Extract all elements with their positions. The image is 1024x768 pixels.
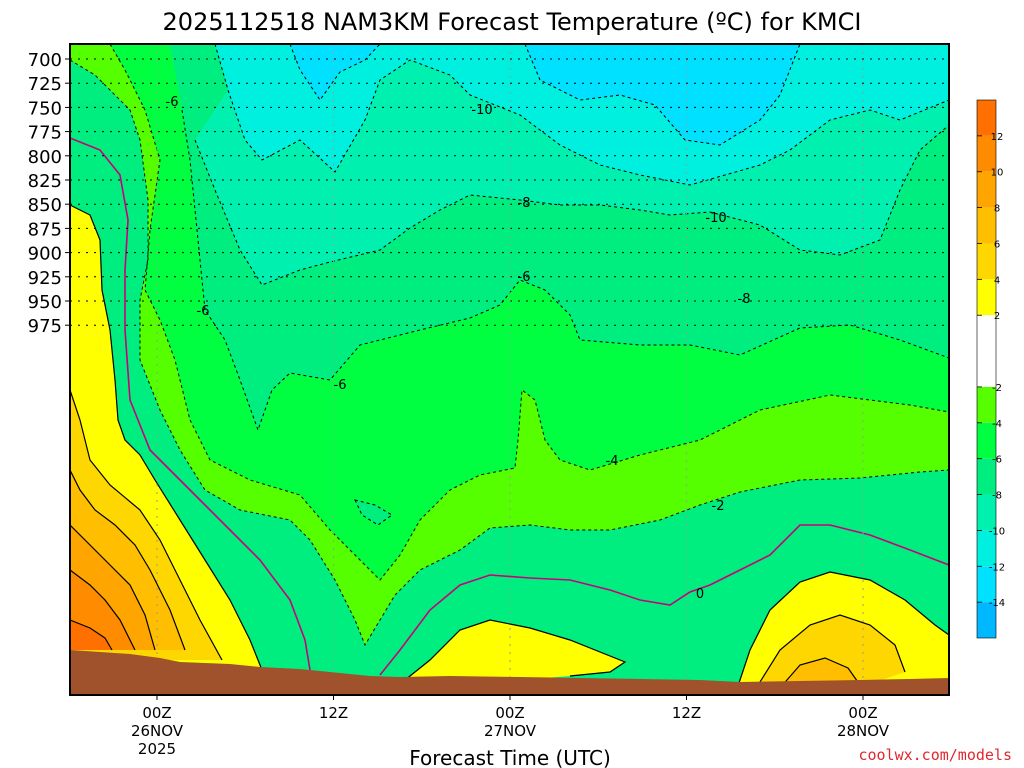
contour-line-positive-2 xyxy=(70,389,223,661)
fill-minus-12-to-minus-14 xyxy=(290,44,800,145)
contour-label: -6 xyxy=(518,270,531,285)
y-tick-label: 875 xyxy=(28,219,62,240)
y-tick-label: 825 xyxy=(28,171,62,192)
colorbar-bin xyxy=(977,315,996,387)
colorbar-tick-label: -14 xyxy=(989,598,1005,609)
colorbar-bin xyxy=(977,207,996,244)
plot-area: -10 -10 -8 -8 -6 -6 -6 -6 -4 -2 0 xyxy=(70,44,949,695)
y-tick-label: 700 xyxy=(28,50,62,71)
x-tick-label: 00Z xyxy=(495,704,524,722)
x-tick-label: 27NOV xyxy=(484,722,537,740)
y-tick-label: 950 xyxy=(28,292,62,313)
colorbar-bin xyxy=(977,530,996,567)
colorbar-bin xyxy=(977,602,996,638)
fill-minus-6-to-minus-8 xyxy=(182,110,949,430)
colorbar-tick-label: 6 xyxy=(994,239,1000,250)
y-tick-label: 800 xyxy=(28,147,62,168)
contour-line-positive-1 xyxy=(70,204,263,671)
y-tick-label: 900 xyxy=(28,244,62,265)
zero-degree-isotherm-1 xyxy=(70,137,311,671)
x-tick-label: 00Z xyxy=(848,704,877,722)
colorbar-tick-label: 4 xyxy=(994,275,1000,286)
contour-label: -4 xyxy=(606,454,619,469)
y-tick-label: 775 xyxy=(28,123,62,144)
y-axis: 700 725 750 775 800 825 850 875 900 925 950 975 xyxy=(28,50,70,337)
contour-line-negative-4 xyxy=(194,124,949,286)
contour-line-negative-3 xyxy=(181,109,949,432)
colorbar-tick-label: -12 xyxy=(989,562,1005,573)
colorbar-bin xyxy=(977,279,996,316)
colorbar-bin xyxy=(977,566,996,603)
contour-label: 0 xyxy=(696,587,704,602)
colorbar-bin xyxy=(977,243,996,280)
colorbar-tick-label: 8 xyxy=(994,204,1000,215)
colorbar-frame xyxy=(976,99,997,639)
x-tick-label: 2025 xyxy=(138,740,176,758)
contour-line-positive-3 xyxy=(70,469,186,651)
zero-degree-isotherm-2 xyxy=(379,524,949,676)
colorbar-bin xyxy=(977,171,996,208)
x-axis-title: Forecast Time (UTC) xyxy=(409,746,611,768)
colorbar-bin xyxy=(977,386,996,423)
colorbar-tick-label: 12 xyxy=(991,132,1004,143)
y-tick-label: 725 xyxy=(28,74,62,95)
colorbar-bin xyxy=(977,135,996,172)
y-tick-label: 975 xyxy=(28,316,62,337)
contour-label: -6 xyxy=(197,304,210,319)
watermark-text: coolwx.com/models xyxy=(858,746,1012,764)
contour-label: -6 xyxy=(334,378,347,393)
colorbar-bin xyxy=(977,494,996,531)
contour-line-positive-5 xyxy=(70,569,136,651)
y-tick-label: 850 xyxy=(28,195,62,216)
x-tick-label: 12Z xyxy=(672,704,701,722)
fill-minus-2-to-minus-4 xyxy=(70,44,949,645)
contour-line-negative-7 xyxy=(524,44,801,146)
x-tick-label: 12Z xyxy=(319,704,348,722)
contour-line-positive-8 xyxy=(734,571,949,695)
colorbar-bin xyxy=(977,100,996,136)
contour-label: -6 xyxy=(166,95,179,110)
colorbar-tick-label: -6 xyxy=(992,455,1002,466)
fill-4-to-6-right xyxy=(755,615,905,690)
colorbar-bin xyxy=(977,458,996,495)
contour-line-positive-6 xyxy=(70,619,113,651)
contour-line-positive-7 xyxy=(404,619,627,681)
contour-line-positive-10 xyxy=(779,657,861,689)
contour-label: -8 xyxy=(738,292,751,307)
contour-label: -8 xyxy=(518,196,531,211)
contour-label: -10 xyxy=(471,103,492,118)
x-tick-label: 26NOV xyxy=(131,722,184,740)
y-tick-label: 925 xyxy=(28,268,62,289)
contour-line-negative-1 xyxy=(109,44,949,581)
colorbar-tick-label: -2 xyxy=(992,383,1002,394)
colorbar-tick-label: -8 xyxy=(992,491,1002,502)
colorbar: 12 10 8 6 4 2 -2 -4 -6 -8 -10 -12 -14 xyxy=(976,99,1005,639)
x-tick-label: 00Z xyxy=(142,704,171,722)
colorbar-tick-label: 2 xyxy=(994,311,1000,322)
fill-12-to-14-left xyxy=(70,620,112,650)
colorbar-tick-label: -10 xyxy=(989,526,1005,537)
fill-minus-4-to-minus-6 xyxy=(110,44,949,580)
y-tick-label: 750 xyxy=(28,98,62,119)
fill-2-to-4-middle xyxy=(405,620,625,684)
contour-line-negative-5 xyxy=(214,44,949,186)
chart-title: 2025112518 NAM3KM Forecast Temperature (… xyxy=(163,8,862,36)
colorbar-tick-label: 10 xyxy=(991,168,1004,179)
contour-label: -2 xyxy=(712,499,725,514)
contour-line-positive-4 xyxy=(70,524,156,651)
x-tick-label: 28NOV xyxy=(837,722,890,740)
contour-label: -10 xyxy=(705,211,726,226)
terrain-surface xyxy=(70,650,949,695)
colorbar-tick-label: -4 xyxy=(992,419,1002,430)
colorbar-bin xyxy=(977,422,996,459)
contour-line-negative-8 xyxy=(354,499,393,526)
contour-line-positive-9 xyxy=(754,614,906,691)
